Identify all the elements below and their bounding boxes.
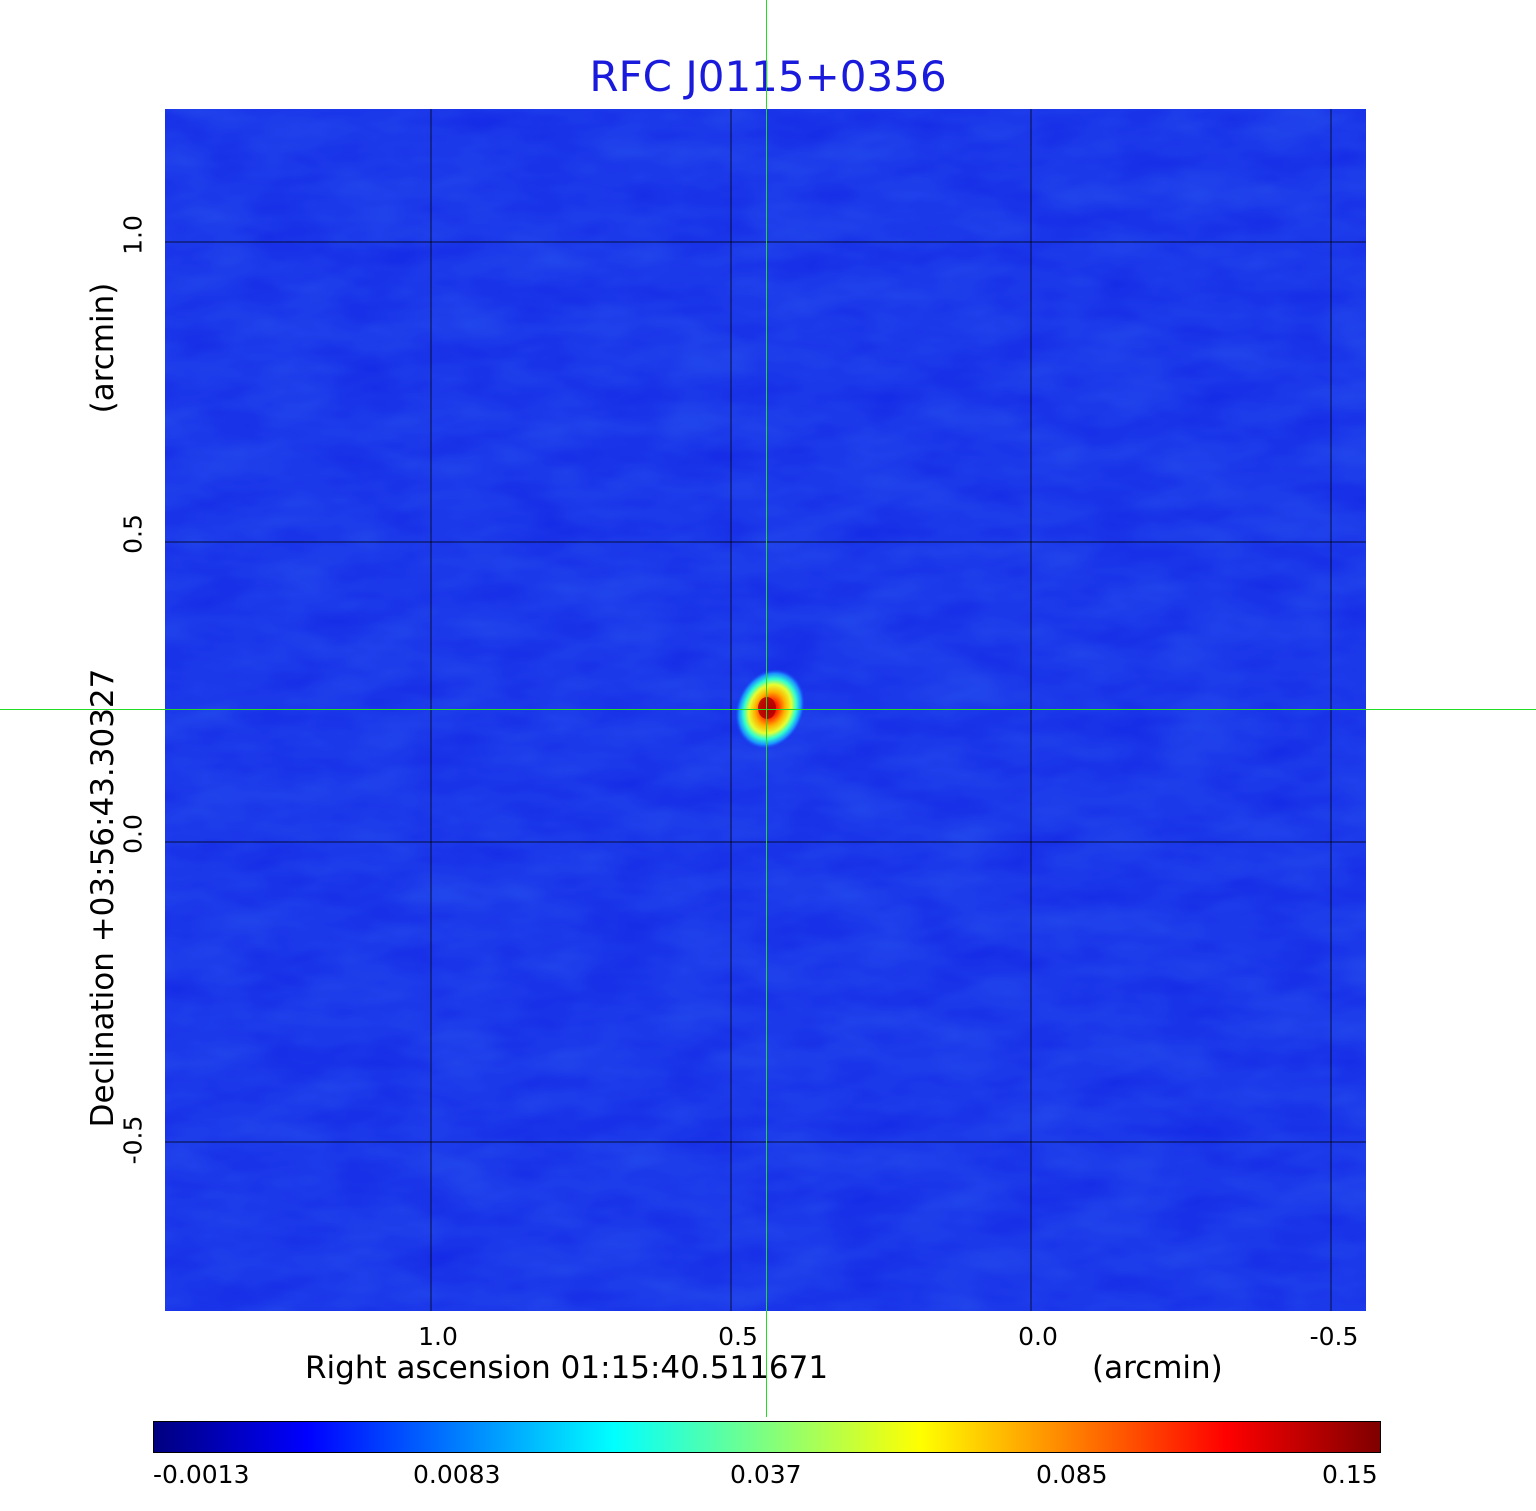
y-tick-label: 0.0 <box>118 814 148 854</box>
x-tick-label: 0.0 <box>1018 1322 1058 1351</box>
colorbar-tick-label: 0.15 <box>1322 1460 1378 1489</box>
x-axis-unit: (arcmin) <box>1092 1350 1223 1386</box>
crosshair-vertical <box>766 0 767 1417</box>
x-tick-label: -0.5 <box>1309 1322 1359 1351</box>
y-axis-label: Declination +03:56:43.30327 <box>85 668 121 1128</box>
crosshair-horizontal <box>0 709 1536 710</box>
colorbar <box>153 1421 1381 1453</box>
colorbar-tick-label: 0.0083 <box>413 1460 501 1489</box>
y-tick-label: 1.0 <box>118 215 148 255</box>
plot-title: RFC J0115+0356 <box>589 52 947 101</box>
colorbar-tick-label: -0.0013 <box>153 1460 250 1489</box>
y-tick-label: -0.5 <box>118 1115 148 1165</box>
radio-image <box>165 109 1366 1311</box>
x-tick-label: 1.0 <box>418 1322 458 1351</box>
y-tick-label: 0.5 <box>118 514 148 554</box>
colorbar-tick-label: 0.037 <box>730 1460 802 1489</box>
source-core <box>758 697 776 719</box>
colorbar-tick-label: 0.085 <box>1036 1460 1108 1489</box>
y-axis-unit: (arcmin) <box>85 282 121 414</box>
grid-lines <box>165 109 1366 1311</box>
x-axis-label: Right ascension 01:15:40.511671 <box>305 1350 829 1386</box>
image-panel <box>165 109 1366 1311</box>
x-tick-label: 0.5 <box>718 1322 758 1351</box>
